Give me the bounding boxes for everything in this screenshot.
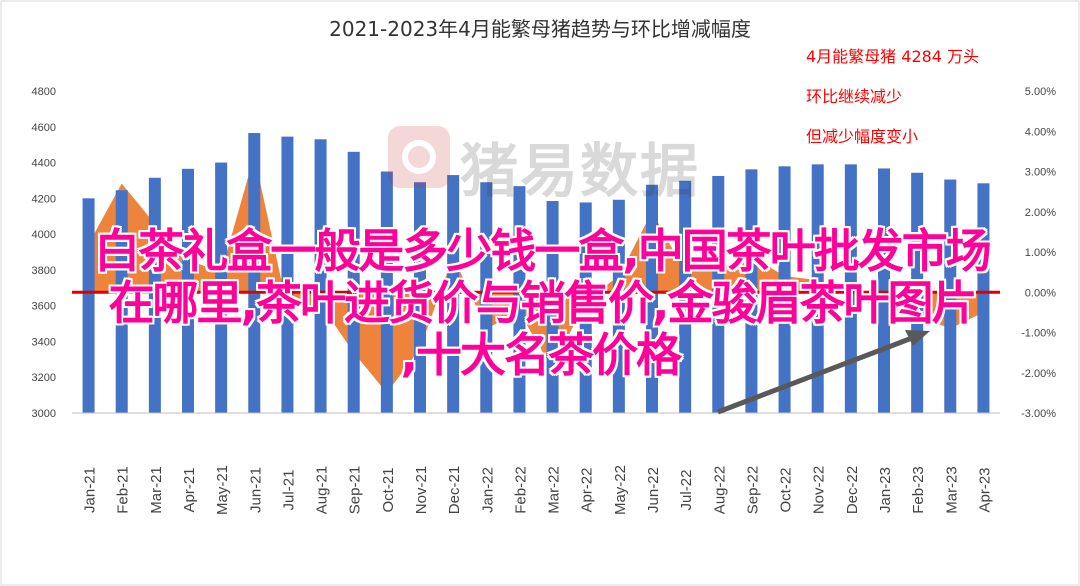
bar-Feb-22 — [513, 186, 526, 413]
x-tick-label: Oct-21 — [380, 467, 397, 512]
area-series-mom-change — [88, 155, 984, 393]
x-tick-label: Mar-23 — [943, 466, 960, 514]
x-tick-label: Aug-21 — [314, 466, 331, 514]
x-tick-label: Jan-22 — [479, 467, 496, 513]
bar-Oct-22 — [778, 166, 791, 413]
x-tick-label: Nov-21 — [413, 466, 430, 514]
y-left-tick-label: 4200 — [32, 193, 56, 205]
bar-Apr-23 — [977, 183, 990, 413]
x-tick-label: Dec-22 — [844, 466, 861, 514]
y-right-tick-label: 5.00% — [1025, 86, 1056, 98]
y-right-tick-label: -2.00% — [1021, 368, 1056, 380]
y-right-tick-label: 0.00% — [1025, 287, 1056, 299]
annotation-1: 4月能繁母猪 4284 万头 — [806, 47, 979, 66]
x-tick-label: May-21 — [214, 465, 231, 515]
y-left-tick-label: 3000 — [32, 408, 56, 420]
x-tick-label: Feb-23 — [910, 466, 927, 514]
x-tick-label: Feb-22 — [512, 466, 529, 514]
bar-Mar-23 — [944, 179, 957, 413]
bar-Nov-22 — [811, 164, 824, 413]
x-tick-label: Apr-22 — [579, 467, 596, 512]
bar-Dec-21 — [447, 175, 460, 413]
overlay-text-line-1: 白茶礼盒一般是多少钱一盒,中国茶叶批发市场 — [94, 224, 991, 278]
y-left-tick-label: 4600 — [32, 122, 56, 134]
y-left-tick-label: 3600 — [32, 301, 56, 313]
bar-Jul-21 — [281, 136, 294, 413]
bar-Jun-21 — [248, 133, 261, 414]
annotation-3: 但减少幅度变小 — [806, 127, 918, 146]
watermark: 猪易数据 — [388, 120, 718, 205]
y-left-tick-label: 4800 — [32, 86, 56, 98]
y-right-tick-label: 1.00% — [1025, 247, 1056, 259]
bar-Apr-22 — [579, 202, 592, 413]
x-tick-label: Aug-22 — [711, 466, 728, 514]
y-right-tick-label: 3.00% — [1025, 167, 1056, 179]
y-left-tick-label: 3400 — [32, 336, 56, 348]
y-right-tick-label: 4.00% — [1025, 126, 1056, 138]
x-tick-label: Oct-22 — [778, 467, 795, 512]
bar-Feb-21 — [115, 190, 128, 413]
chart-title: 2021-2023年4月能繁母猪趋势与环比增减幅度 — [329, 17, 751, 41]
x-tick-label: Jun-21 — [247, 467, 264, 513]
overlay-text-line-2: 在哪里,茶叶进货价与销售价,金骏眉茶叶图片 — [108, 276, 978, 330]
x-tick-label: Apr-21 — [181, 467, 198, 512]
y-left-tick-label: 4400 — [32, 158, 56, 170]
y-right-tick-label: 2.00% — [1025, 207, 1056, 219]
bar-Mar-21 — [148, 177, 161, 413]
bar-Sep-21 — [347, 151, 360, 414]
bar-Jan-21 — [82, 198, 95, 413]
bar-May-21 — [215, 162, 228, 413]
bar-Dec-22 — [844, 164, 857, 413]
x-tick-label: Dec-21 — [446, 466, 463, 514]
annotation-arrow-shaft — [717, 335, 913, 415]
x-tick-label: Feb-21 — [115, 466, 132, 514]
watermark-logo-icon — [388, 126, 450, 188]
x-tick-label: Apr-23 — [976, 467, 993, 512]
x-tick-label: Sep-22 — [744, 466, 761, 514]
x-tick-label: Mar-21 — [148, 466, 165, 514]
annotation-arrowhead-icon — [905, 330, 930, 346]
y-left-tick-label: 3200 — [32, 372, 56, 384]
y-left-tick-label: 3800 — [32, 265, 56, 277]
bar-Aug-21 — [314, 139, 327, 414]
x-tick-label: Jan-23 — [877, 467, 894, 513]
bar-Jan-22 — [480, 182, 493, 413]
bar-Jun-22 — [646, 184, 658, 413]
x-tick-label: Jun-22 — [645, 467, 662, 513]
y-right-tick-label: -3.00% — [1021, 408, 1056, 420]
x-tick-label: Mar-22 — [546, 466, 563, 514]
bar-Mar-22 — [546, 201, 559, 413]
x-tick-label: Jan-21 — [82, 467, 99, 513]
watermark-text: 猪易数据 — [460, 137, 701, 205]
x-tick-label: May-22 — [612, 465, 629, 515]
x-tick-label: Jul-21 — [280, 470, 297, 511]
y-right-tick-label: -1.00% — [1021, 328, 1056, 340]
bar-Aug-22 — [712, 175, 725, 413]
bar-Jul-22 — [679, 180, 692, 413]
y-left-tick-label: 4000 — [32, 229, 56, 241]
bar-Nov-21 — [414, 182, 426, 413]
x-tick-label: Sep-21 — [347, 466, 364, 514]
x-tick-label: Nov-22 — [811, 466, 828, 514]
overlay-text-line-3: ,十大名茶价格 — [400, 328, 682, 382]
annotation-2: 环比继续减少 — [806, 87, 902, 106]
bar-May-22 — [612, 199, 625, 413]
x-tick-label: Jul-22 — [678, 470, 695, 511]
